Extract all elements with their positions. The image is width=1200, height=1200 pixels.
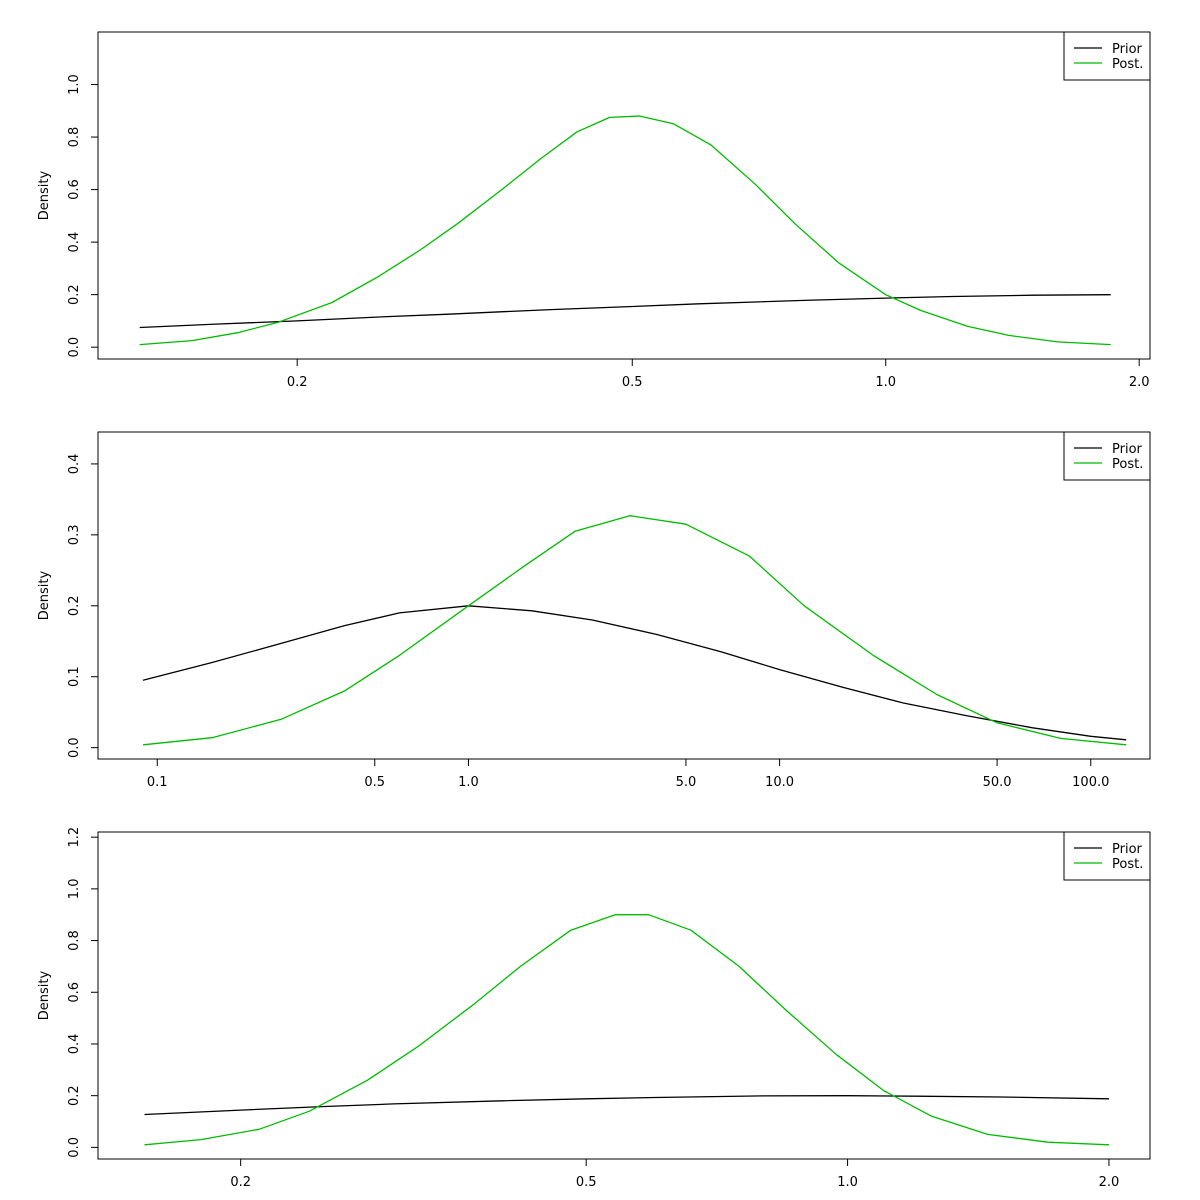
x-tick-label: 0.1: [147, 775, 168, 790]
x-tick-label: 0.5: [622, 375, 643, 390]
y-tick-label: 0.6: [67, 982, 82, 1003]
legend-label: Prior: [1112, 442, 1143, 457]
series-line-prior: [144, 1095, 1110, 1116]
x-tick-label: 10.0: [765, 775, 794, 790]
series-line-prior: [142, 605, 1127, 741]
legend-box: [1063, 831, 1151, 881]
series-line-post: [142, 515, 1127, 746]
y-tick-label: 0.6: [67, 179, 82, 200]
y-tick-label: 1.0: [67, 74, 82, 95]
y-tick-label: 0.0: [67, 337, 82, 358]
plot-frame: [97, 431, 1151, 760]
plot-frame: [97, 831, 1151, 1160]
y-tick-label: 0.4: [67, 454, 82, 475]
legend-box: [1063, 31, 1151, 81]
y-tick-label: 0.4: [67, 232, 82, 253]
y-axis-title: Density: [37, 570, 52, 620]
series-line-prior: [139, 294, 1111, 329]
x-tick-label: 5.0: [676, 775, 697, 790]
x-tick-label: 2.0: [1099, 1175, 1120, 1190]
legend-label: Post.: [1112, 457, 1143, 472]
y-tick-label: 0.8: [67, 930, 82, 951]
y-tick-label: 0.8: [67, 127, 82, 148]
x-tick-label: 1.0: [458, 775, 479, 790]
y-tick-label: 0.3: [67, 525, 82, 546]
legend-label: Post.: [1112, 57, 1143, 72]
chart-panel-1: 0.2 0.5 1.0 2.0 0.0 0.2 0.4 0.6 0.8 1.0 Density Pri…: [37, 31, 1151, 390]
y-tick-label: 0.4: [67, 1034, 82, 1055]
y-tick-label: 0.0: [67, 737, 82, 758]
x-tick-label: 1.0: [875, 375, 896, 390]
chart-panel-2: 0.1 0.5 1.0 5.0 10.0 50.0 100.0 0.0 0.1 0.2 0.3 0.4…: [37, 431, 1151, 790]
x-tick-label: 0.2: [230, 1175, 251, 1190]
x-tick-label: 1.0: [837, 1175, 858, 1190]
x-tick-label: 0.2: [287, 375, 308, 390]
y-tick-label: 0.0: [67, 1137, 82, 1158]
y-tick-label: 0.2: [67, 284, 82, 305]
y-tick-label: 1.2: [67, 827, 82, 848]
y-axis-title: Density: [37, 970, 52, 1020]
legend-label: Prior: [1112, 842, 1143, 857]
x-tick-label: 100.0: [1072, 775, 1109, 790]
chart-panel-3: 0.2 0.5 1.0 2.0 0.0 0.2 0.4 0.6 0.8 1.0 1.2 Density…: [37, 827, 1151, 1190]
series-line-post: [139, 115, 1111, 346]
plot-frame: [97, 31, 1151, 360]
y-tick-label: 1.0: [67, 879, 82, 900]
legend-box: [1063, 431, 1151, 481]
series-line-post: [144, 914, 1110, 1146]
y-tick-label: 0.2: [67, 1085, 82, 1106]
legend-label: Prior: [1112, 42, 1143, 57]
x-tick-label: 50.0: [983, 775, 1012, 790]
y-tick-label: 0.2: [67, 595, 82, 616]
x-tick-label: 0.5: [576, 1175, 597, 1190]
x-tick-label: 2.0: [1129, 375, 1150, 390]
y-axis-title: Density: [37, 170, 52, 220]
y-tick-label: 0.1: [67, 666, 82, 687]
x-tick-label: 0.5: [364, 775, 385, 790]
legend-label: Post.: [1112, 857, 1143, 872]
